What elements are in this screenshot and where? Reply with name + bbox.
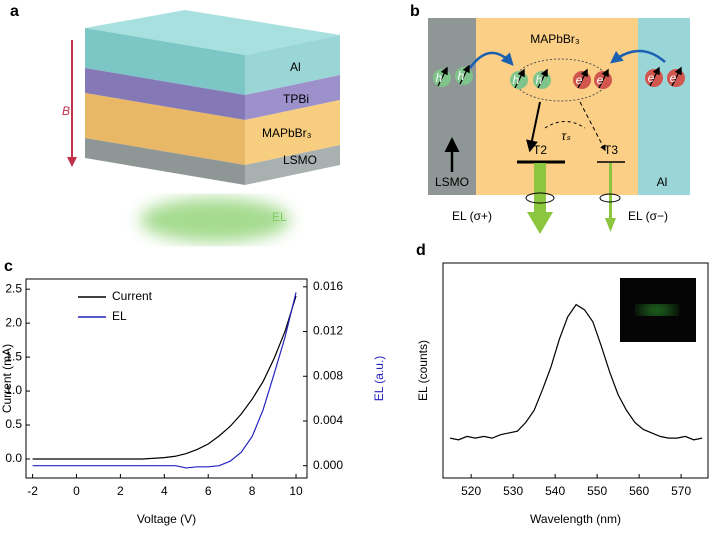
layer-label: LSMO <box>283 153 317 167</box>
x-tick-label: 560 <box>629 484 649 498</box>
tau-label: τₛ <box>562 129 571 143</box>
x-tick-label: 10 <box>289 484 303 498</box>
level-label: T2 <box>533 143 547 157</box>
particle-label: h <box>436 71 443 85</box>
y-tick-label: 1.5 <box>5 349 22 363</box>
x-tick-label: 520 <box>461 484 481 498</box>
y-axis-label: Current (mA) <box>0 344 14 413</box>
material-label: MAPbBr₃ <box>530 32 580 46</box>
spin <box>459 64 470 85</box>
al-left <box>85 28 245 95</box>
spin <box>537 68 548 89</box>
y-axis-label: EL (counts) <box>416 340 430 401</box>
spin <box>598 68 609 89</box>
hole-injection <box>468 51 514 69</box>
spin <box>671 66 682 87</box>
electrode-label: Al <box>657 175 668 189</box>
lsmo-left <box>85 138 245 185</box>
x-tick-label: 570 <box>671 484 691 498</box>
spin <box>649 66 660 87</box>
x-tick-label: 2 <box>117 484 124 498</box>
data-line <box>450 303 703 441</box>
data-line <box>32 292 297 469</box>
legend-label: EL <box>112 309 127 323</box>
inset-glow <box>639 305 675 315</box>
x-tick-label: 550 <box>587 484 607 498</box>
tpbi-left <box>85 68 245 120</box>
particle-label: h <box>458 69 465 83</box>
particle-label: e <box>648 71 655 85</box>
y2-tick-label: 0.008 <box>313 368 343 382</box>
arrow-t2 <box>526 101 541 153</box>
panel-a: a B Al TPBi MAPbBr₃ LSMO EL <box>10 3 340 242</box>
mapbbr-right <box>245 100 340 165</box>
y2-tick-label: 0.012 <box>313 324 343 338</box>
panel-letter: c <box>4 258 13 275</box>
lsmo-right <box>245 145 340 185</box>
y2-tick-label: 0.016 <box>313 279 343 293</box>
arrow-t3 <box>579 101 606 152</box>
particle-label: h <box>536 73 543 87</box>
x-axis-label: Voltage (V) <box>137 512 196 526</box>
x-axis-label: Wavelength (nm) <box>530 512 621 526</box>
el-glow <box>140 198 290 242</box>
x-tick-label: 4 <box>161 484 168 498</box>
x-tick-label: 0 <box>73 484 80 498</box>
charts: c -2 0 2 4 6 8 10 Voltage (V) Current (mA) 0.0 0.5 1… <box>0 242 709 526</box>
y-tick-label: 2.5 <box>5 281 22 295</box>
y2-tick-label: 0.004 <box>313 413 343 427</box>
x-tick-label: 6 <box>205 484 212 498</box>
panel-letter: a <box>10 3 19 20</box>
rotation <box>599 193 621 203</box>
plot-frame <box>25 278 308 479</box>
top-face <box>85 10 340 55</box>
al-region <box>638 18 690 195</box>
spin <box>437 66 448 87</box>
y-tick-label: 1.0 <box>5 383 22 397</box>
electron-injection <box>610 49 666 64</box>
spin <box>514 68 525 89</box>
y-tick-label: 0.5 <box>5 417 22 431</box>
panel-letter: d <box>416 242 426 259</box>
y2-axis-label: EL (a.u.) <box>372 356 386 402</box>
sigma-plus-emission <box>527 163 553 234</box>
legend-label: Current <box>112 289 153 303</box>
layer-label: TPBi <box>283 92 309 106</box>
isc-arrow <box>544 121 586 129</box>
sigma-minus-emission <box>605 163 616 232</box>
rotation <box>525 192 555 204</box>
x-tick-label: 8 <box>249 484 256 498</box>
particle-label: e <box>597 73 604 87</box>
x-tick-label: -2 <box>27 484 38 498</box>
data-line <box>32 295 297 460</box>
layer-label: Al <box>290 60 301 74</box>
x-tick-label: 530 <box>503 484 523 498</box>
y-tick-label: 2.0 <box>5 315 22 329</box>
plot-frame <box>442 262 709 479</box>
field-label: B <box>62 104 70 118</box>
particle-label: h <box>513 73 520 87</box>
y2-tick-label: 0.000 <box>313 458 343 472</box>
mapbbr-left <box>85 93 245 165</box>
panel-letter: b <box>410 3 420 20</box>
spin <box>577 68 588 89</box>
particle-label: e <box>576 73 583 87</box>
electrode-label: LSMO <box>435 175 469 189</box>
tpbi-right <box>245 75 340 120</box>
emission-label: EL <box>272 210 287 224</box>
layer-label: MAPbBr₃ <box>262 126 312 140</box>
emission-label: EL (σ+) <box>452 209 492 223</box>
emission-label: EL (σ−) <box>628 209 668 223</box>
level-label: T3 <box>604 143 618 157</box>
particle-label: e <box>670 71 677 85</box>
x-tick-label: 540 <box>545 484 565 498</box>
y-tick-label: 0.0 <box>5 451 22 465</box>
